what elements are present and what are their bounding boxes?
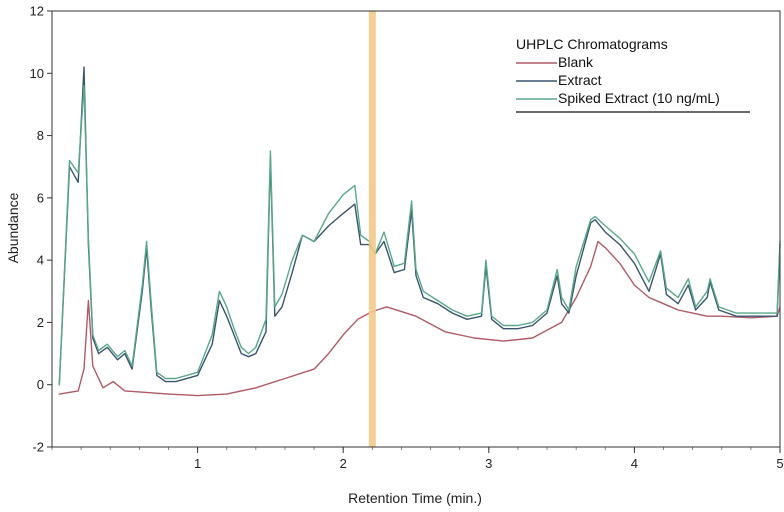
y-tick-label: 8 [37,128,44,143]
legend-title: UHPLC Chromatograms [516,36,668,52]
y-tick-label: 6 [37,190,44,205]
legend: UHPLC Chromatograms Blank Extract Spiked… [516,36,750,113]
x-tick-label: 4 [631,456,638,471]
y-axis-title: Abundance [5,192,21,263]
plot-frame [51,10,781,448]
series-line-blank [58,240,781,397]
marker-layer [368,11,376,447]
legend-label-spiked: Spiked Extract (10 ng/mL) [558,90,720,106]
x-axis-title: Retention Time (min.) [348,490,482,506]
x-tick-label: 3 [485,456,492,471]
y-tick-label: 2 [37,315,44,330]
series-line-spiked-extract-10-ng-ml [58,85,781,386]
x-tick-label: 2 [340,456,347,471]
x-tick-label: 5 [776,456,783,471]
y-tick-label: 4 [37,253,44,268]
y-tick-label: 0 [37,377,44,392]
legend-label-extract: Extract [558,72,602,88]
series-layer [58,66,781,397]
legend-label-blank: Blank [558,54,594,70]
y-tick-label: 10 [30,66,44,81]
y-tick-label: -2 [32,440,44,455]
series-line-extract [58,66,781,386]
y-tick-label: 12 [30,4,44,19]
x-tick-label: 1 [194,456,201,471]
retention-marker-band [368,11,376,447]
